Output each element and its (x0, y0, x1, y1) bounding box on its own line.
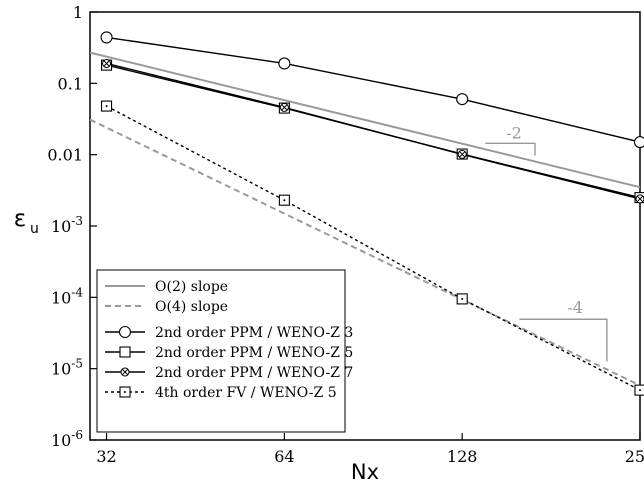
series-4-point-2 (457, 149, 467, 159)
y-tick-label-5: 10-5 (51, 357, 83, 379)
legend-label-0: O(2) slope (155, 279, 228, 295)
series-5-point-0-dot (105, 105, 108, 108)
x-tick-label-3: 256 (625, 447, 644, 466)
y-tick-label-base-4: 10 (51, 288, 71, 307)
series-5-point-0 (101, 100, 113, 112)
slope-annotation-1: -4 (567, 298, 583, 317)
series-2-point-2-shape (456, 93, 469, 106)
series-2-point-1 (278, 57, 291, 70)
series-5-point-2-dot (461, 297, 464, 300)
legend-label-5: 4th order FV / WENO-Z 5 (155, 385, 337, 401)
series-line-2 (106, 36, 641, 143)
y-tick-label-3: 10-3 (51, 214, 83, 236)
legend: O(2) slope O(4) slope 2nd order PPM / WENO… (96, 269, 353, 433)
x-tick-label-2: 128 (447, 447, 478, 466)
y-tick-label-exp-6: -6 (71, 428, 83, 442)
legend-label-4: 2nd order PPM / WENO-Z 7 (155, 365, 353, 381)
y-tick-label-exp-5: -5 (71, 357, 83, 371)
y-tick-label-base-6: 10 (51, 431, 71, 450)
slope-triangle-1 (519, 318, 608, 362)
series-4-point-2-cross-b (459, 151, 466, 158)
y-tick-label-6: 10-6 (51, 428, 83, 450)
series-2-point-0-shape (100, 31, 113, 44)
slope-triangle-0 (485, 142, 536, 156)
series-4-point-0 (102, 58, 112, 68)
series-2-point-3 (633, 136, 644, 149)
legend-marker-3-shape (119, 346, 131, 358)
series-2-point-2 (456, 93, 469, 106)
series-2-point-1-shape (278, 57, 291, 70)
y-tick-label-base-5: 10 (51, 360, 71, 379)
legend-box (96, 269, 346, 433)
y-axis-label-subscript: u (30, 221, 39, 237)
series-5-point-1-dot (283, 199, 286, 202)
series-5-point-1 (278, 194, 290, 206)
series-4-point-0-cross-b (103, 60, 110, 67)
series-4-point-1 (279, 102, 289, 112)
series-2-point-3-shape (633, 136, 644, 149)
y-tick-label-0: 1 (73, 3, 83, 22)
legend-marker-5 (119, 386, 131, 398)
y-tick-label-exp-3: -3 (71, 214, 83, 228)
series-4-point-3 (635, 194, 644, 204)
legend-marker-4-cross-b (121, 368, 129, 376)
series-5-point-3 (634, 384, 644, 396)
legend-marker-3 (119, 346, 131, 358)
series-4-point-3-cross-b (636, 195, 644, 203)
legend-marker-2 (118, 325, 132, 339)
series-4-point-1-cross-b (281, 104, 288, 111)
legend-label-1: O(4) slope (155, 299, 228, 315)
y-tick-label-2: 0.01 (47, 146, 83, 165)
y-tick-label-base-3: 10 (51, 217, 71, 236)
legend-marker-5-dot (124, 391, 126, 393)
slope-annotation-0: -2 (506, 123, 522, 142)
series-2-point-0 (100, 31, 113, 44)
series-5-point-2 (456, 293, 468, 305)
y-axis-label: ε (14, 206, 26, 232)
legend-marker-4 (120, 367, 130, 377)
legend-label-3: 2nd order PPM / WENO-Z 5 (155, 345, 353, 361)
annotations-layer: -2 -4 (485, 123, 608, 362)
y-tick-label-exp-4: -4 (71, 285, 83, 299)
x-tick-label-1: 64 (274, 447, 294, 466)
legend-marker-2-shape (118, 325, 132, 339)
series-line-0 (89, 51, 641, 189)
series-line-4 (106, 62, 641, 200)
series-line-5 (106, 105, 641, 391)
series-layer (89, 31, 644, 396)
series-5-point-3-dot (639, 389, 641, 392)
x-tick-label-0: 32 (96, 447, 116, 466)
series-line-1 (89, 118, 641, 387)
y-tick-label-4: 10-4 (51, 285, 83, 307)
x-axis-label: Nx (351, 460, 379, 483)
legend-label-2: 2nd order PPM / WENO-Z 3 (155, 325, 353, 341)
y-tick-label-1: 0.1 (58, 74, 83, 93)
